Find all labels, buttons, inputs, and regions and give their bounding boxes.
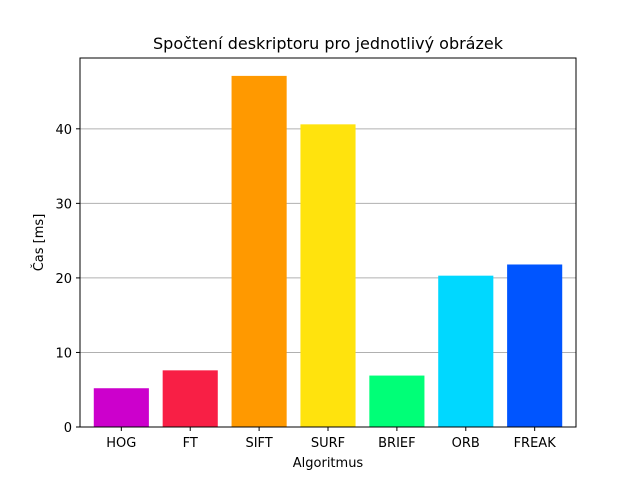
x-tick-label: BRIEF xyxy=(378,436,415,451)
bar-surf xyxy=(300,124,356,427)
y-tick-label: 20 xyxy=(55,272,72,287)
y-tick-label: 30 xyxy=(55,197,72,212)
y-tick-label: 0 xyxy=(64,421,72,436)
chart-title: Spočtení deskriptoru pro jednotlivý obrá… xyxy=(153,34,504,53)
bar-orb xyxy=(438,275,494,427)
bar-ft xyxy=(162,370,218,427)
bar-sift xyxy=(231,75,287,428)
bars xyxy=(93,75,563,428)
bar-hog xyxy=(93,388,149,427)
bar-brief xyxy=(369,375,425,427)
x-axis-label: Algoritmus xyxy=(293,456,364,471)
x-tick-label: FT xyxy=(183,436,198,451)
x-tick-label: SIFT xyxy=(245,436,272,451)
x-tick-label: SURF xyxy=(311,436,345,451)
x-tick-label: FREAK xyxy=(514,436,557,451)
y-tick-label: 10 xyxy=(55,346,72,361)
x-tick-label: ORB xyxy=(452,436,480,451)
x-axis-ticks: HOG FT SIFT SURF BRIEF ORB FREAK xyxy=(106,427,556,451)
bar-freak xyxy=(507,264,563,427)
y-tick-label: 40 xyxy=(55,123,72,138)
y-axis-label: Čas [ms] xyxy=(31,214,47,272)
x-tick-label: HOG xyxy=(106,436,136,451)
y-axis-ticks: 0 10 20 30 40 xyxy=(55,123,80,436)
